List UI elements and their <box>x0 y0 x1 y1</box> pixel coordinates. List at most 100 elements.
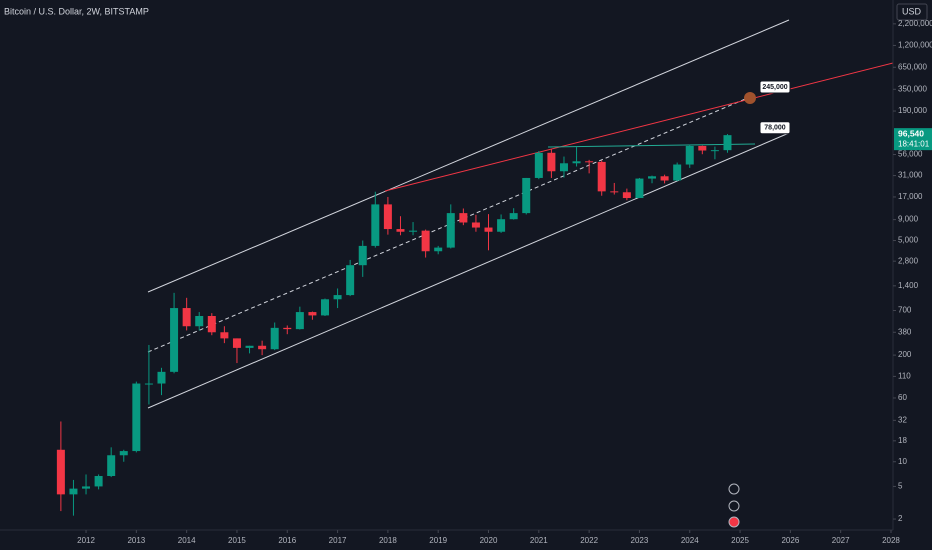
countdown: 18:41:01 <box>898 139 930 148</box>
y-tick-label: 200 <box>898 350 912 359</box>
y-tick-label: 18 <box>898 436 907 445</box>
y-tick-label: 700 <box>898 306 912 315</box>
candle-body <box>258 345 267 350</box>
annotations: 245,000 78,000 <box>759 80 791 135</box>
candle-body <box>107 455 116 477</box>
candle-body <box>673 164 682 181</box>
candle-body <box>270 327 279 350</box>
candle-body <box>559 163 568 172</box>
x-tick-label: 2021 <box>530 536 548 545</box>
y-tick-label: 31,000 <box>898 171 923 180</box>
y-tick-label: 190,000 <box>898 106 927 115</box>
y-tick-label: 5,000 <box>898 236 919 245</box>
candle-body <box>710 150 719 152</box>
candle-body <box>346 265 355 296</box>
candle-body <box>157 371 166 384</box>
candle-body <box>572 161 581 164</box>
target-marker <box>744 92 756 104</box>
y-tick-label: 650,000 <box>898 62 927 71</box>
candle-body <box>333 295 342 300</box>
trend-line <box>384 62 894 192</box>
candle-body <box>69 488 78 495</box>
y-tick-label: 17,000 <box>898 192 923 201</box>
candle-body <box>182 308 191 327</box>
candle-body <box>94 476 103 487</box>
candle-body <box>220 332 229 339</box>
candle-body <box>119 451 128 456</box>
currency-button[interactable] <box>896 3 928 21</box>
x-tick-label: 2022 <box>580 536 598 545</box>
x-tick-label: 2025 <box>731 536 749 545</box>
annotation-box <box>759 80 791 94</box>
channel-lower <box>147 132 790 409</box>
x-tick-label: 2017 <box>329 536 347 545</box>
candle-body <box>383 204 392 230</box>
price-axis <box>893 0 932 550</box>
candle-body <box>585 161 594 163</box>
candle-body <box>308 312 317 316</box>
x-tick-label: 2016 <box>278 536 296 545</box>
x-tick-label: 2027 <box>832 536 850 545</box>
y-tick-label: 380 <box>898 327 912 336</box>
x-tick-label: 2020 <box>480 536 498 545</box>
candle-body <box>144 383 153 385</box>
last-price-tag <box>894 128 932 151</box>
candle-body <box>232 338 241 348</box>
candle-body <box>660 176 669 181</box>
y-tick-label: 2,200,000 <box>898 19 932 28</box>
candle-body <box>497 219 506 232</box>
alert-button[interactable] <box>728 500 740 512</box>
toolbar <box>728 483 740 528</box>
candle-body <box>622 192 631 199</box>
x-tick-label: 2019 <box>429 536 447 545</box>
candle-body <box>484 227 493 232</box>
candles <box>56 134 732 516</box>
candle-body <box>56 449 65 495</box>
x-tick-label: 2023 <box>631 536 649 545</box>
x-tick-label: 2024 <box>681 536 699 545</box>
candle-body <box>597 161 606 192</box>
candle-body <box>396 229 405 232</box>
candle-body <box>723 135 732 151</box>
y-tick-label: 9,000 <box>898 215 919 224</box>
candle-body <box>648 176 657 179</box>
candle-body <box>132 383 141 452</box>
y-tick-label: 10 <box>898 457 907 466</box>
candle-body <box>610 191 619 193</box>
x-tick-label: 2018 <box>379 536 397 545</box>
resistance-line <box>547 143 756 148</box>
x-tick-label: 2012 <box>77 536 95 545</box>
x-tick-label: 2014 <box>178 536 196 545</box>
x-tick-label: 2013 <box>127 536 145 545</box>
y-tick-label: 56,000 <box>898 150 923 159</box>
currency[interactable]: USD <box>902 6 922 16</box>
candle-body <box>534 152 543 178</box>
candle-body <box>509 213 518 220</box>
candle-body <box>698 145 707 151</box>
annotation-label: 78,000 <box>764 125 786 132</box>
candle-body <box>82 486 91 489</box>
y-tick-label: 32 <box>898 415 907 424</box>
candle-body <box>409 230 418 232</box>
y-tick-label: 1,200,000 <box>898 41 932 50</box>
candle-body <box>421 230 430 252</box>
candle-body <box>207 316 216 333</box>
candle-body <box>170 308 179 372</box>
candle-body <box>434 247 443 252</box>
candle-body <box>371 204 380 246</box>
candle-body <box>321 299 330 316</box>
candle-body <box>295 312 304 330</box>
candle-body <box>358 245 367 266</box>
candle-body <box>245 345 254 348</box>
x-tick-label: 2028 <box>882 536 900 545</box>
x-tick-label: 2015 <box>228 536 246 545</box>
last-price: 96,540 <box>898 128 924 138</box>
candle-body <box>522 177 531 214</box>
event-button[interactable] <box>728 516 740 528</box>
candle-body <box>547 152 556 172</box>
add-button[interactable] <box>728 483 740 495</box>
y-tick-label: 5 <box>898 482 903 491</box>
y-tick-label: 2 <box>898 514 903 523</box>
